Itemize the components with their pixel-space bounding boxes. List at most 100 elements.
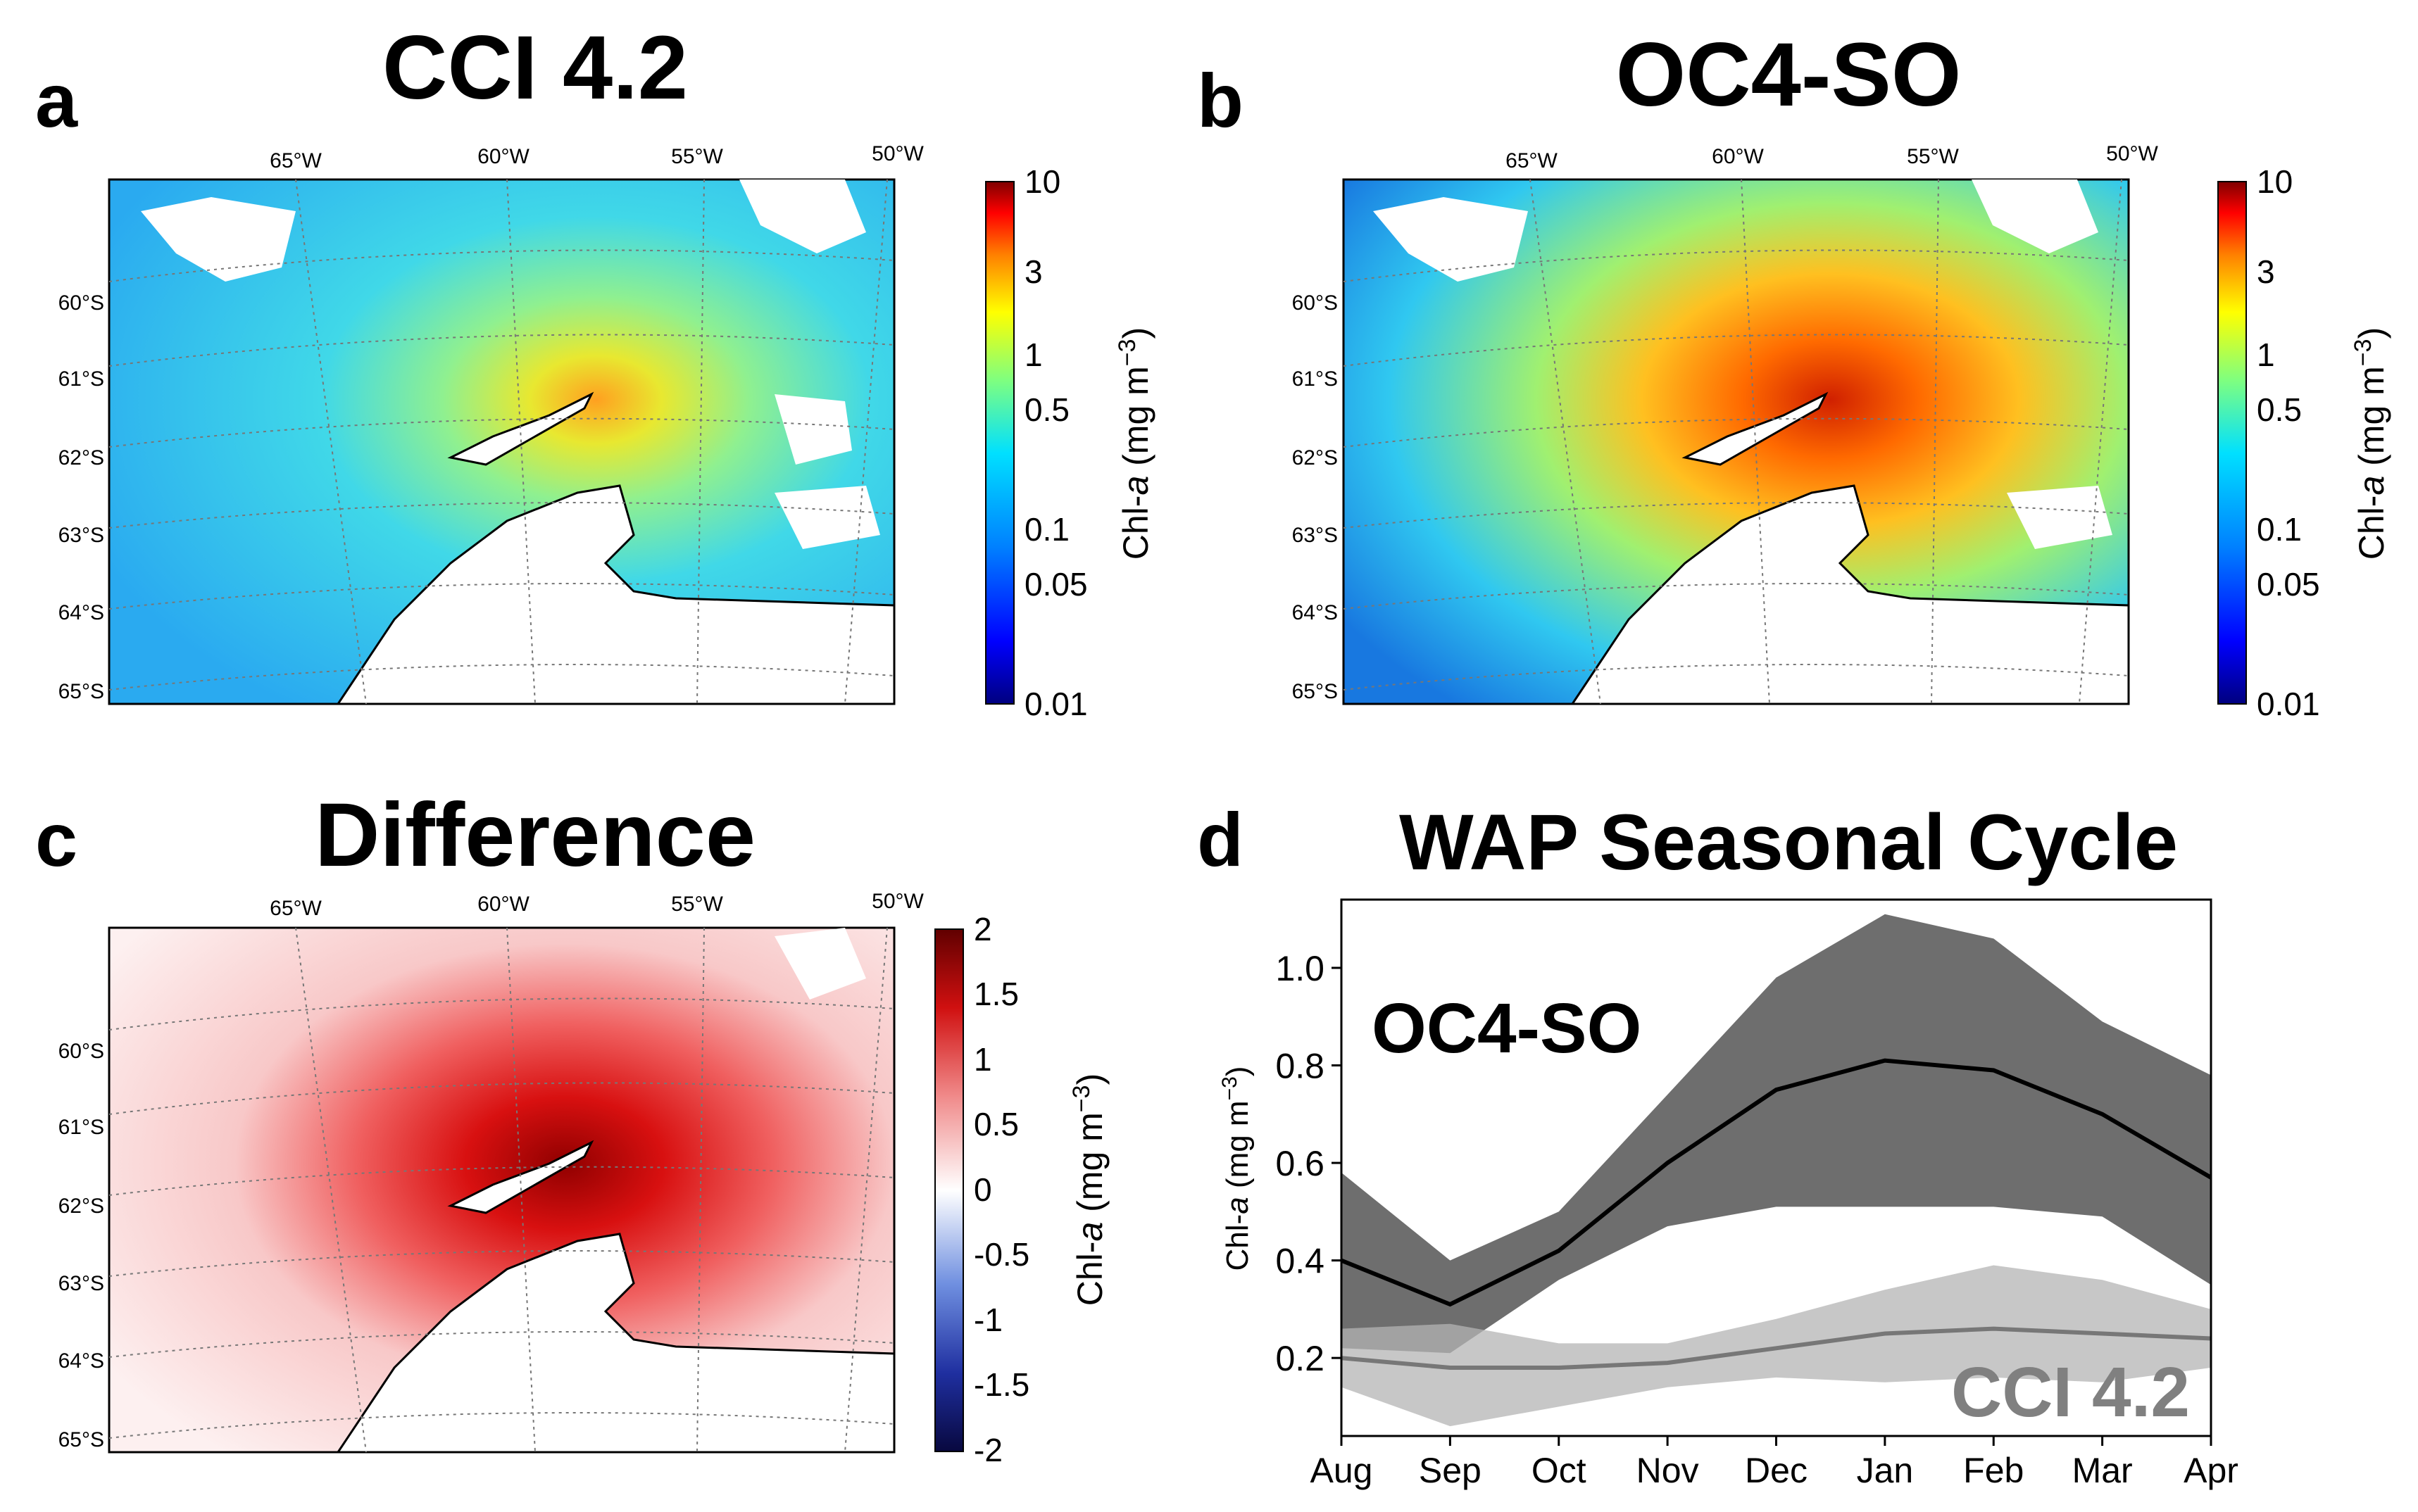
lat-label: 60°S	[58, 291, 104, 315]
annotation-oc4-so: OC4-SO	[1372, 989, 1641, 1068]
lat-label: 60°S	[1292, 291, 1338, 315]
panel-a: a CCI 4.2 65°W 60°W 55°W 50	[35, 18, 1155, 722]
lon-label: 65°W	[1505, 149, 1558, 172]
panel-b-title: OC4-SO	[1616, 25, 1962, 125]
x-tick-label: Dec	[1745, 1451, 1808, 1490]
y-axis-label: Chl-a (mg m−3)	[1218, 1066, 1255, 1271]
map-a	[108, 178, 896, 705]
colorbar-c-ticks: 2 1.5 1 0.5 0 -0.5 -1 -1.5 -2	[974, 911, 1029, 1468]
colorbar-tick: 0.5	[974, 1106, 1019, 1142]
map-c-island	[447, 1140, 594, 1214]
colorbar-tick: 3	[1025, 253, 1043, 290]
panel-d-letter: d	[1197, 797, 1244, 882]
x-tick-label: Apr	[2184, 1451, 2238, 1490]
map-b-lat-labels: 60°S 61°S 62°S 63°S 64°S 65°S	[1292, 291, 1338, 703]
colorbar-tick: 0.1	[1025, 511, 1070, 548]
lat-label: 62°S	[58, 446, 104, 470]
colorbar-tick: 1	[1025, 336, 1043, 373]
colorbar-tick: 0.5	[2257, 391, 2302, 428]
x-tick-label: Oct	[1531, 1451, 1586, 1490]
lat-label: 64°S	[58, 1349, 104, 1373]
map-b-cloud-gap	[2007, 486, 2112, 549]
seasonal-chart: 0.2 0.4 0.6 0.8 1.0 Aug Sep Oct Nov Dec Jan Feb Mar A…	[1218, 898, 2238, 1490]
lat-label: 62°S	[58, 1195, 104, 1218]
colorbar-tick: 1	[974, 1041, 992, 1078]
x-tick-label: Nov	[1636, 1451, 1699, 1490]
y-tick-label: 0.4	[1275, 1242, 1324, 1281]
y-tick-label: 0.6	[1275, 1144, 1324, 1183]
map-a-land	[336, 484, 896, 705]
colorbar-c-label: Chl-a (mg m−3)	[1068, 1073, 1110, 1306]
lon-label: 55°W	[1907, 145, 1959, 168]
map-b-cloud-gap	[1373, 197, 1528, 282]
lon-label: 50°W	[2106, 142, 2158, 165]
panel-a-letter: a	[35, 58, 78, 143]
map-b-graticule	[1343, 179, 2129, 705]
panel-b-letter: b	[1197, 58, 1244, 143]
panel-c-letter: c	[35, 797, 77, 882]
map-a-cloud-gap	[775, 394, 852, 465]
colorbar-tick: 0.05	[1025, 566, 1088, 603]
colorbar-b-label: Chl-a (mg m−3)	[2350, 327, 2391, 560]
panel-a-title: CCI 4.2	[382, 18, 688, 118]
colorbar-b: 10 3 1 0.5 0.1 0.05 0.01 Chl-a (mg m−3)	[2217, 163, 2391, 722]
panel-c: c Difference 65°W 60°W 55°W 50°W 60°S 61…	[35, 785, 1110, 1468]
colorbar-tick: -1	[974, 1302, 1003, 1338]
x-tick-label: Jan	[1857, 1451, 1914, 1490]
colorbar-a-label: Chl-a (mg m−3)	[1114, 327, 1155, 560]
colorbar-tick: 3	[2257, 253, 2275, 290]
colorbar-tick: 2	[974, 911, 992, 947]
map-c-cloud-gap	[775, 928, 866, 1000]
lat-label: 64°S	[1292, 601, 1338, 624]
x-tick-label: Aug	[1310, 1451, 1373, 1490]
panel-c-title: Difference	[315, 785, 756, 886]
annotation-cci-4-2: CCI 4.2	[1951, 1353, 2190, 1432]
map-b-land	[1570, 484, 2130, 705]
lon-label: 55°W	[671, 145, 723, 168]
lon-label: 60°W	[477, 893, 530, 916]
lon-label: 65°W	[270, 897, 322, 920]
lat-label: 64°S	[58, 601, 104, 624]
map-a-cloud-gap	[141, 197, 296, 282]
map-a-cloud-gap	[739, 179, 866, 253]
line-cci-4-2	[1341, 1326, 2212, 1370]
colorbar-tick: 1.5	[974, 976, 1019, 1012]
lon-label: 55°W	[671, 893, 723, 916]
map-c	[108, 926, 896, 1454]
x-tick-label: Sep	[1419, 1451, 1482, 1490]
lon-label: 60°W	[1712, 145, 1764, 168]
colorbar-tick: 0.01	[2257, 686, 2320, 722]
colorbar-a: 10 3 1 0.5 0.1 0.05 0.01 Chl-a (mg m−3)	[985, 163, 1155, 722]
map-c-graticule	[108, 927, 895, 1453]
lon-label: 50°W	[872, 890, 924, 913]
line-oc4-so	[1340, 1058, 2212, 1307]
map-c-land	[336, 1233, 896, 1454]
map-b-island	[1681, 391, 1829, 466]
x-tick-label: Mar	[2072, 1451, 2133, 1490]
x-tick-label: Feb	[1963, 1451, 2024, 1490]
lat-label: 60°S	[58, 1040, 104, 1063]
map-b-lon-labels: 65°W 60°W 55°W 50°W	[1505, 142, 2158, 172]
map-c-lat-labels: 60°S 61°S 62°S 63°S 64°S 65°S	[58, 1040, 104, 1451]
lat-label: 62°S	[1292, 446, 1338, 470]
lat-label: 63°S	[58, 524, 104, 547]
lat-label: 61°S	[58, 367, 104, 391]
map-a-cloud-gap	[775, 486, 880, 549]
colorbar-tick: 0	[974, 1171, 992, 1208]
map-a-lat-labels: 60°S 61°S 62°S 63°S 64°S 65°S	[58, 291, 104, 703]
colorbar-tick: -1.5	[974, 1366, 1029, 1403]
lat-label: 65°S	[58, 1428, 104, 1451]
colorbar-a-ticks: 10 3 1 0.5 0.1 0.05 0.01	[1025, 163, 1088, 722]
lat-label: 63°S	[58, 1272, 104, 1295]
map-b	[1342, 178, 2130, 705]
map-b-cloud-gap	[1972, 179, 2098, 253]
map-a-island	[447, 391, 594, 466]
colorbar-b-ticks: 10 3 1 0.5 0.1 0.05 0.01	[2257, 163, 2320, 722]
colorbar-tick: 0.1	[2257, 511, 2302, 548]
colorbar-tick: 10	[1025, 163, 1060, 200]
colorbar-tick: 0.5	[1025, 391, 1070, 428]
y-tick-label: 1.0	[1275, 949, 1324, 988]
lat-label: 63°S	[1292, 524, 1338, 547]
colorbar-tick: 10	[2257, 163, 2293, 200]
band-oc4-so	[1341, 914, 2211, 1354]
